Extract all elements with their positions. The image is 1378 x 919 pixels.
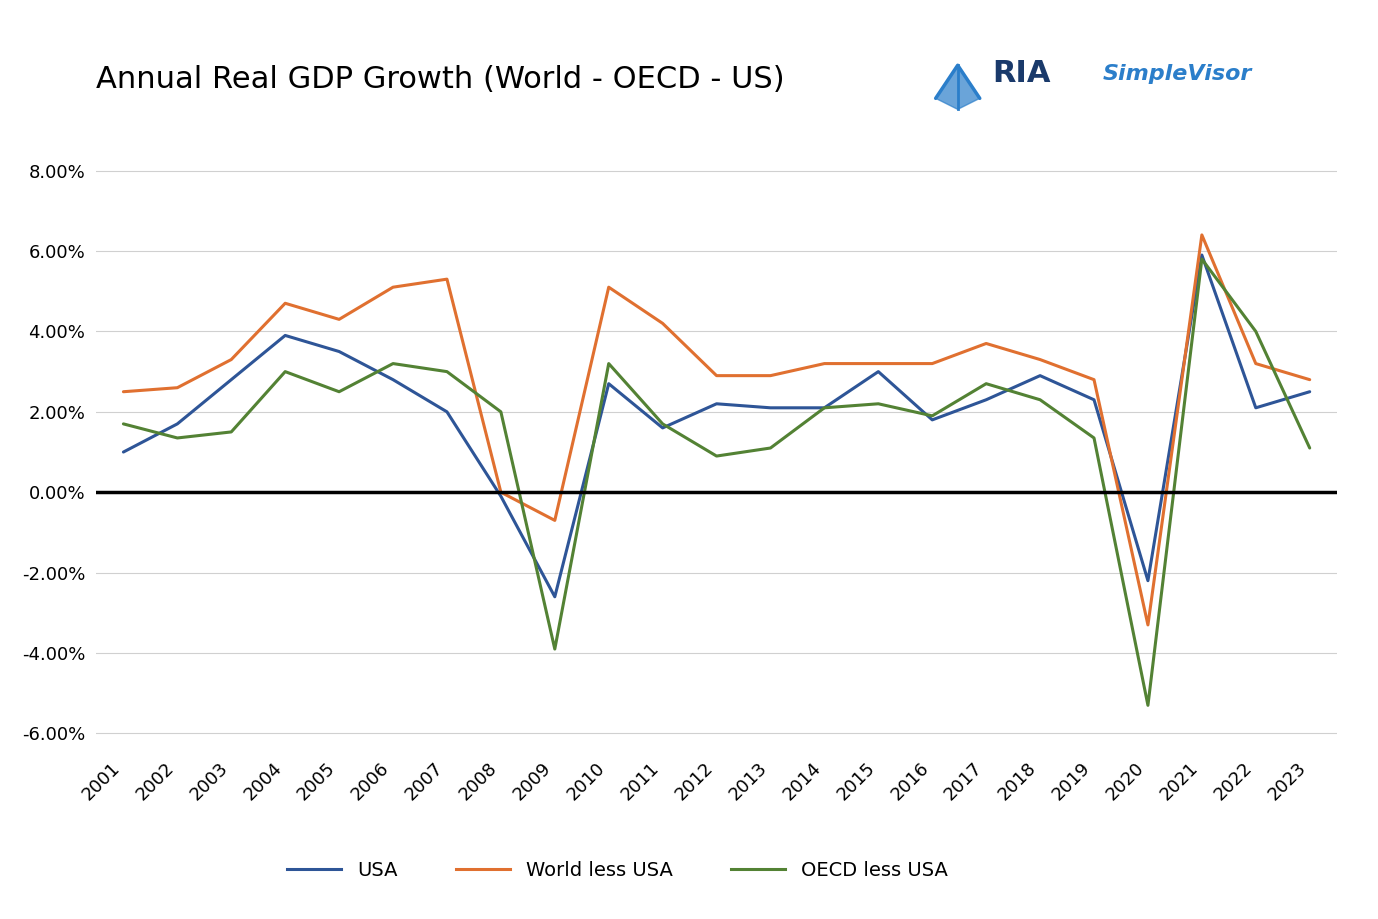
World less USA: [116, 386, 132, 397]
USA: [1301, 386, 1317, 397]
OECD less USA: [870, 398, 886, 409]
USA: [116, 447, 132, 458]
World less USA: [277, 298, 294, 309]
OECD less USA: [547, 643, 564, 654]
World less USA: [925, 358, 941, 369]
World less USA: [1140, 619, 1156, 630]
World less USA: [547, 515, 564, 526]
USA: [277, 330, 294, 341]
World less USA: [438, 274, 455, 285]
OECD less USA: [331, 386, 347, 397]
USA: [655, 423, 671, 434]
USA: [438, 406, 455, 417]
Polygon shape: [936, 65, 980, 109]
OECD less USA: [1140, 700, 1156, 711]
USA: [1193, 249, 1210, 261]
USA: [1140, 575, 1156, 586]
OECD less USA: [384, 358, 401, 369]
USA: [331, 346, 347, 357]
USA: [384, 374, 401, 385]
OECD less USA: [925, 410, 941, 421]
World less USA: [331, 313, 347, 324]
World less USA: [223, 354, 240, 365]
OECD less USA: [169, 433, 186, 444]
World less USA: [601, 281, 617, 292]
Text: Annual Real GDP Growth (World - OECD - US): Annual Real GDP Growth (World - OECD - U…: [96, 65, 785, 94]
OECD less USA: [708, 450, 725, 461]
OECD less USA: [116, 418, 132, 429]
Text: RIA: RIA: [992, 59, 1050, 88]
World less USA: [384, 281, 401, 292]
OECD less USA: [1032, 394, 1049, 405]
USA: [708, 398, 725, 409]
Legend: USA, World less USA, OECD less USA: USA, World less USA, OECD less USA: [280, 854, 955, 888]
USA: [762, 403, 779, 414]
OECD less USA: [277, 366, 294, 377]
OECD less USA: [492, 406, 508, 417]
World less USA: [816, 358, 832, 369]
World less USA: [708, 370, 725, 381]
USA: [492, 491, 508, 502]
Line: World less USA: World less USA: [124, 235, 1309, 625]
OECD less USA: [1301, 442, 1317, 453]
OECD less USA: [762, 442, 779, 453]
USA: [169, 418, 186, 429]
OECD less USA: [223, 426, 240, 437]
USA: [1032, 370, 1049, 381]
USA: [978, 394, 995, 405]
OECD less USA: [601, 358, 617, 369]
Line: OECD less USA: OECD less USA: [124, 259, 1309, 706]
Text: SimpleVisor: SimpleVisor: [1102, 63, 1251, 84]
World less USA: [1032, 354, 1049, 365]
OECD less USA: [1247, 326, 1264, 337]
OECD less USA: [816, 403, 832, 414]
OECD less USA: [1193, 254, 1210, 265]
World less USA: [870, 358, 886, 369]
USA: [547, 591, 564, 602]
World less USA: [169, 382, 186, 393]
USA: [223, 374, 240, 385]
World less USA: [1193, 230, 1210, 241]
World less USA: [762, 370, 779, 381]
World less USA: [1086, 374, 1102, 385]
USA: [1086, 394, 1102, 405]
USA: [601, 379, 617, 390]
OECD less USA: [1086, 433, 1102, 444]
OECD less USA: [438, 366, 455, 377]
World less USA: [492, 487, 508, 498]
USA: [925, 414, 941, 425]
USA: [1247, 403, 1264, 414]
USA: [870, 366, 886, 377]
World less USA: [1301, 374, 1317, 385]
USA: [816, 403, 832, 414]
World less USA: [1247, 358, 1264, 369]
Line: USA: USA: [124, 255, 1309, 596]
OECD less USA: [978, 379, 995, 390]
World less USA: [978, 338, 995, 349]
World less USA: [655, 318, 671, 329]
OECD less USA: [655, 418, 671, 429]
